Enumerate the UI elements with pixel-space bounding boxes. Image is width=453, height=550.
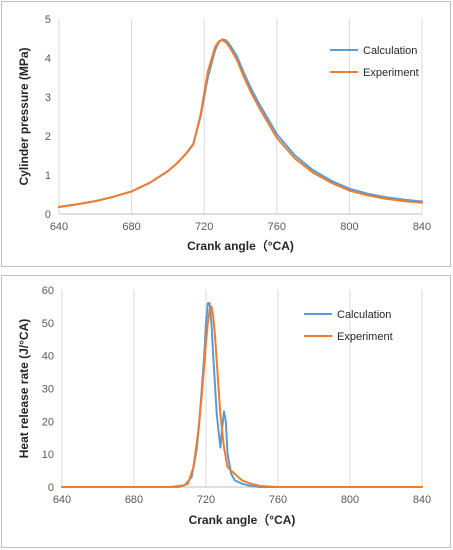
y-tick-label: 30 (42, 384, 54, 396)
x-tick-label: 640 (53, 494, 71, 506)
series-line-experiment (58, 39, 423, 208)
y-tick-label: 60 (42, 285, 54, 297)
y-tick-label: 1 (45, 170, 51, 182)
x-axis-title: Crank angle（°CA) (187, 238, 294, 253)
x-tick-label: 800 (341, 494, 359, 506)
y-tick-label: 5 (45, 14, 51, 26)
legend-label-calculation: Calculation (363, 45, 417, 57)
y-tick-label: 20 (42, 416, 54, 428)
y-tick-label: 3 (45, 92, 51, 104)
x-tick-label: 720 (197, 494, 215, 506)
x-tick-label: 840 (413, 221, 431, 233)
heat-release-chart-panel: 640 680 720 760 800 840 0 10 20 30 40 50 60 Crank ang… (1, 275, 451, 548)
x-tick-label: 680 (125, 494, 143, 506)
y-tick-label: 2 (45, 131, 51, 143)
x-tick-label: 680 (122, 221, 140, 233)
y-tick-label: 50 (42, 318, 54, 330)
legend-label-calculation: Calculation (337, 309, 391, 321)
x-tick-label: 760 (268, 221, 286, 233)
x-tick-label: 640 (50, 221, 68, 233)
heat-release-chart: 640 680 720 760 800 840 0 10 20 30 40 50 60 Crank ang… (17, 285, 431, 527)
y-axis-title: Heat release rate (J/°CA) (17, 319, 31, 459)
y-tick-label: 40 (42, 351, 54, 363)
legend-label-experiment: Experiment (337, 331, 393, 343)
x-tick-label: 720 (195, 221, 213, 233)
y-tick-label: 0 (45, 209, 51, 221)
pressure-chart-panel: 640 680 720 760 800 840 0 1 2 3 4 5 Crank angle（°CA)… (1, 1, 451, 267)
x-tick-label: 800 (340, 221, 358, 233)
legend-label-experiment: Experiment (363, 67, 419, 79)
pressure-chart: 640 680 720 760 800 840 0 1 2 3 4 5 Crank angle（°CA)… (17, 14, 431, 253)
series-line-experiment (61, 305, 423, 488)
x-axis-title: Crank angle（°CA) (189, 512, 296, 527)
x-tick-label: 840 (413, 494, 431, 506)
y-tick-label: 10 (42, 449, 54, 461)
x-tick-label: 760 (269, 494, 287, 506)
series-line-calculation (58, 38, 423, 208)
y-tick-label: 0 (48, 482, 54, 494)
y-axis-title: Cylinder pressure (MPa) (17, 47, 31, 185)
y-tick-label: 4 (45, 53, 51, 65)
